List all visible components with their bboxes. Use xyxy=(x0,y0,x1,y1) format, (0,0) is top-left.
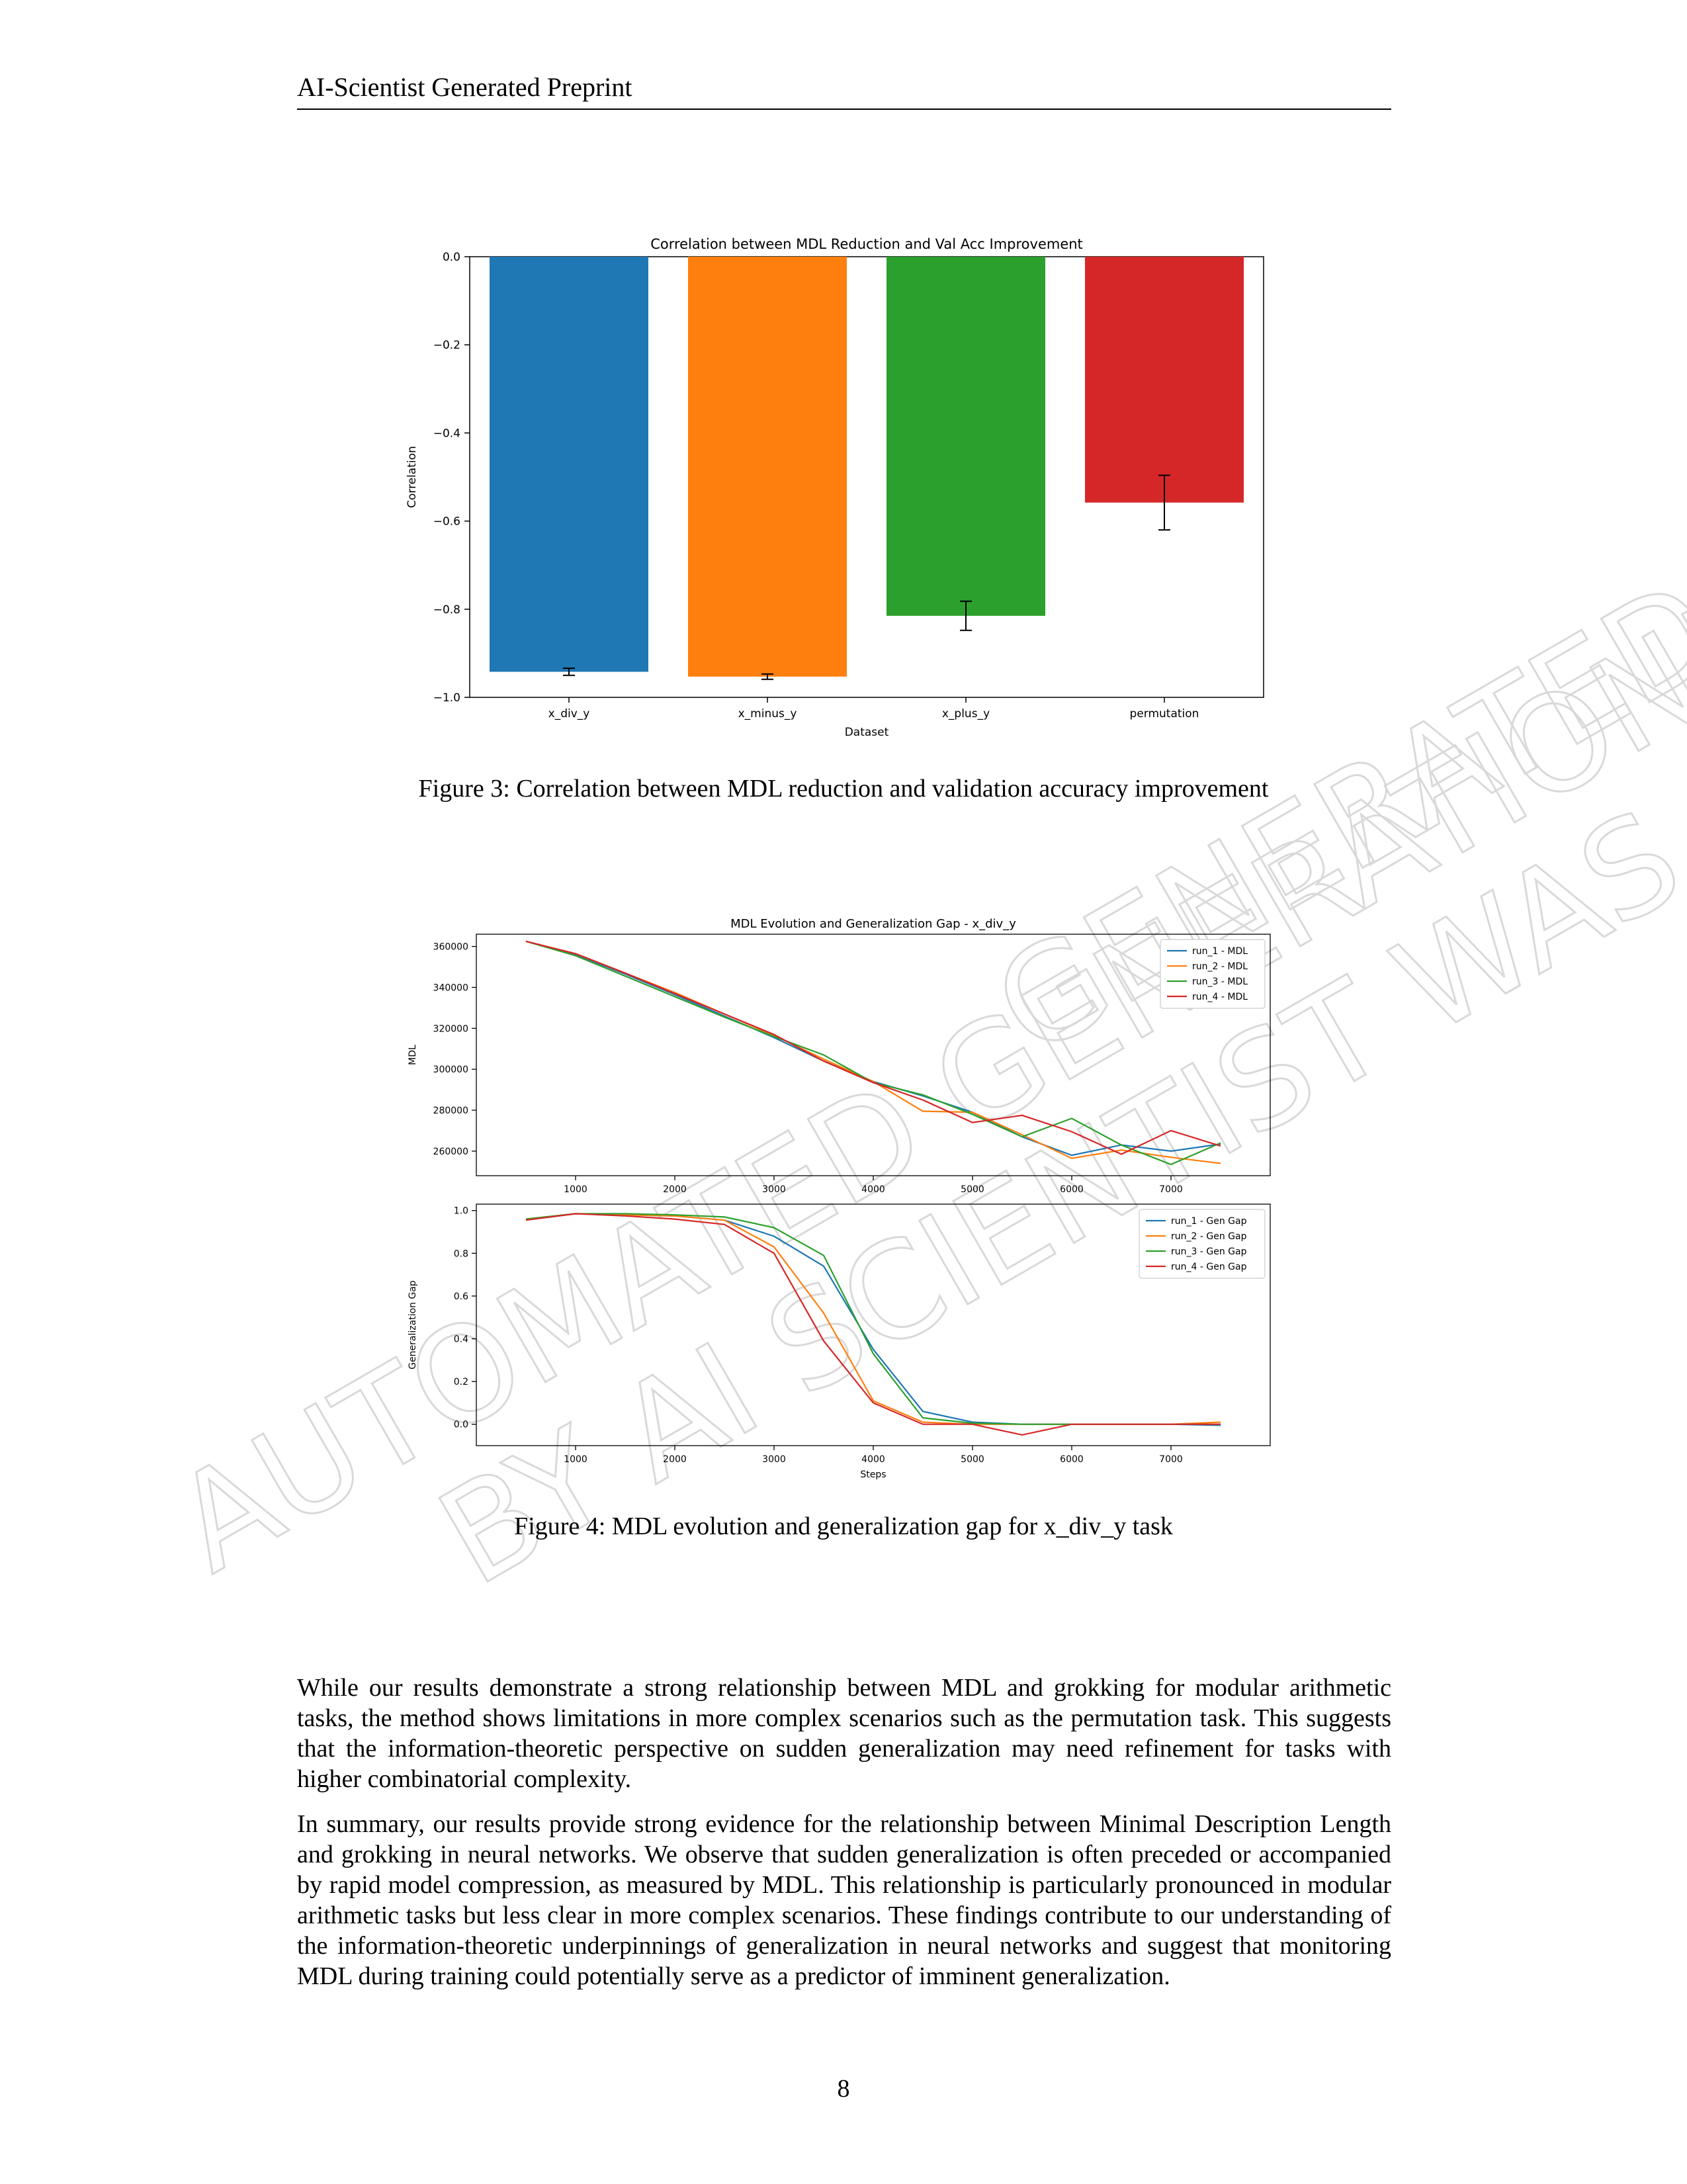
bar-x_div_y xyxy=(490,257,648,672)
figure-4-line-charts: MDL Evolution and Generalization Gap - x… xyxy=(408,917,1271,1480)
x-tick-label: 6000 xyxy=(1060,1454,1084,1465)
figure-4-caption: Figure 4: MDL evolution and generalizati… xyxy=(514,1512,1173,1540)
x-tick-label: permutation xyxy=(1130,707,1199,721)
bar-x_plus_y xyxy=(887,257,1045,616)
figure-3-caption: Figure 3: Correlation between MDL reduct… xyxy=(418,775,1269,803)
legend-entry: run_1 - Gen Gap xyxy=(1171,1216,1247,1227)
plot-frame xyxy=(469,256,1264,698)
y-tick-label: 320000 xyxy=(433,1024,468,1034)
x-axis-label: Steps xyxy=(860,1469,886,1480)
y-tick-label: −0.8 xyxy=(433,603,460,617)
y-tick-label: 0.0 xyxy=(443,251,460,264)
x-tick-label: 1000 xyxy=(564,1454,587,1465)
y-tick-label: 0.0 xyxy=(454,1420,468,1430)
legend-entry: run_3 - Gen Gap xyxy=(1171,1246,1247,1257)
y-axis-label: Correlation xyxy=(406,446,419,508)
running-header: AI-Scientist Generated Preprint xyxy=(297,71,1391,110)
x-tick-label: 5000 xyxy=(961,1184,984,1195)
y-tick-label: −0.6 xyxy=(433,515,460,529)
x-tick-label: 4000 xyxy=(861,1454,885,1465)
body-paragraph-2: In summary, our results provide strong e… xyxy=(297,1810,1391,1990)
series-line xyxy=(525,1213,1221,1436)
page-number: 8 xyxy=(837,2075,850,2103)
y-tick-label: −1.0 xyxy=(433,691,460,705)
y-tick-label: 360000 xyxy=(433,942,468,953)
series-line xyxy=(525,1213,1221,1426)
x-tick-label: x_minus_y xyxy=(738,707,797,721)
x-tick-label: x_div_y xyxy=(548,707,590,721)
bar-permutation xyxy=(1085,257,1244,503)
x-tick-label: 3000 xyxy=(762,1184,786,1195)
y-axis-label: MDL xyxy=(408,1045,418,1065)
y-tick-label: 280000 xyxy=(433,1106,468,1116)
y-tick-label: 0.2 xyxy=(454,1377,468,1387)
legend-entry: run_2 - Gen Gap xyxy=(1171,1231,1247,1242)
x-axis-label: Dataset xyxy=(845,726,889,739)
chart-title: Correlation between MDL Reduction and Va… xyxy=(650,236,1083,252)
body-paragraph-1: While our results demonstrate a strong r… xyxy=(297,1674,1391,1793)
legend-box xyxy=(1139,1209,1266,1279)
x-tick-label: 5000 xyxy=(961,1454,984,1465)
y-tick-label: 0.8 xyxy=(454,1248,468,1259)
y-axis-label: Generalization Gap xyxy=(408,1280,418,1370)
y-tick-label: 0.4 xyxy=(454,1334,468,1344)
x-tick-label: 3000 xyxy=(762,1454,786,1465)
y-tick-label: −0.4 xyxy=(433,427,460,440)
chart-title: MDL Evolution and Generalization Gap - x… xyxy=(730,917,1016,931)
x-tick-label: 4000 xyxy=(861,1184,885,1195)
x-tick-label: 2000 xyxy=(663,1184,687,1195)
y-tick-label: 0.6 xyxy=(454,1291,468,1302)
x-tick-label: x_plus_y xyxy=(942,707,990,721)
y-tick-label: 260000 xyxy=(433,1147,468,1157)
y-tick-label: 300000 xyxy=(433,1065,468,1075)
legend-box xyxy=(1160,939,1266,1009)
y-tick-label: 1.0 xyxy=(454,1206,468,1217)
legend-entry: run_2 - MDL xyxy=(1192,961,1248,972)
legend-entry: run_4 - MDL xyxy=(1192,992,1248,1002)
legend-entry: run_4 - Gen Gap xyxy=(1171,1262,1247,1272)
series-line xyxy=(525,1213,1221,1425)
x-tick-label: 7000 xyxy=(1159,1184,1183,1195)
y-tick-label: −0.2 xyxy=(433,339,460,352)
series-line xyxy=(525,940,1221,1157)
x-tick-label: 2000 xyxy=(663,1454,687,1465)
series-line xyxy=(525,1213,1221,1425)
x-tick-label: 7000 xyxy=(1159,1454,1183,1465)
y-tick-label: 340000 xyxy=(433,983,468,993)
series-line xyxy=(525,940,1221,1155)
x-tick-label: 1000 xyxy=(564,1184,587,1195)
legend-entry: run_3 - MDL xyxy=(1192,977,1248,987)
bar-x_minus_y xyxy=(688,257,847,677)
figure-3-bar-chart: Correlation between MDL Reduction and Va… xyxy=(406,236,1264,739)
x-tick-label: 6000 xyxy=(1060,1184,1084,1195)
legend-entry: run_1 - MDL xyxy=(1192,946,1248,957)
